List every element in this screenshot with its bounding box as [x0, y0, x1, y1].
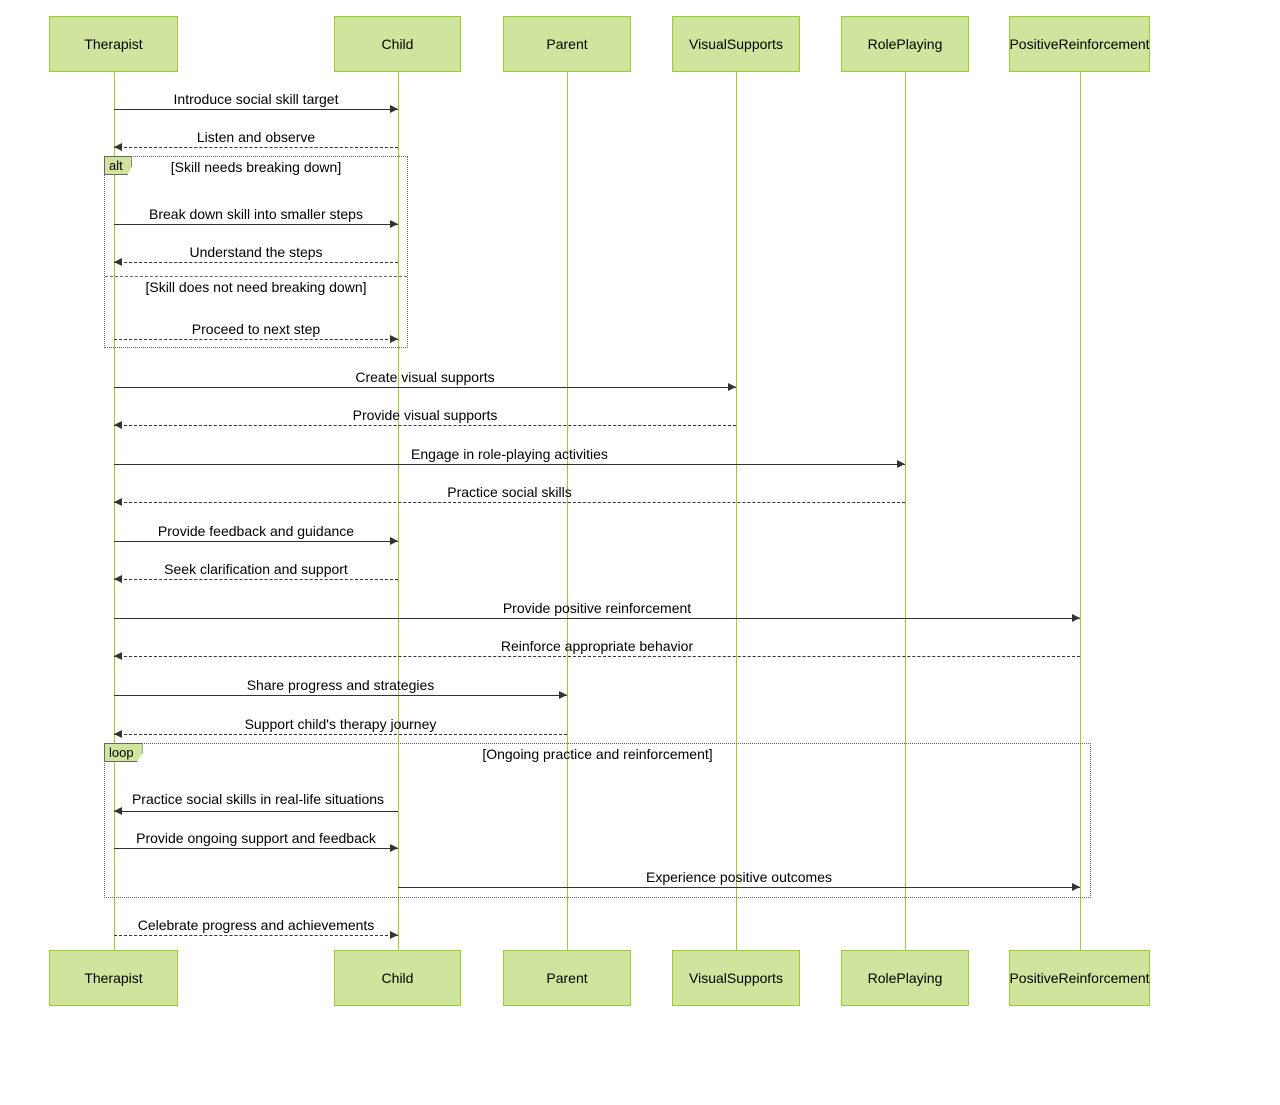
message-label: Share progress and strategies — [114, 677, 567, 693]
message-label: Provide positive reinforcement — [114, 600, 1080, 616]
actor-box-parent: Parent — [503, 16, 631, 72]
message-label: Proceed to next step — [114, 321, 398, 337]
actor-box-child: Child — [334, 16, 461, 72]
message-arrow — [114, 109, 398, 110]
arrowhead-icon — [114, 730, 122, 738]
message-arrow — [114, 502, 905, 503]
fragment-condition: [Skill needs breaking down] — [105, 159, 407, 175]
message-label: Provide feedback and guidance — [114, 523, 398, 539]
message-arrow — [114, 811, 398, 812]
message-label: Support child's therapy journey — [114, 716, 567, 732]
arrowhead-icon — [897, 460, 905, 468]
message-label: Listen and observe — [114, 129, 398, 145]
message-label: Experience positive outcomes — [398, 869, 1080, 885]
arrowhead-icon — [390, 931, 398, 939]
message-arrow — [114, 695, 567, 696]
message-arrow — [114, 541, 398, 542]
actor-box-positivereinforcement: PositiveReinforcement — [1009, 16, 1150, 72]
message-arrow — [114, 339, 398, 340]
arrowhead-icon — [114, 258, 122, 266]
message-arrow — [114, 147, 398, 148]
actor-box-positivereinforcement: PositiveReinforcement — [1009, 950, 1150, 1006]
fragment-condition: [Skill does not need breaking down] — [105, 279, 407, 295]
message-label: Practice social skills in real-life situ… — [118, 791, 398, 807]
message-arrow — [114, 224, 398, 225]
message-arrow — [114, 262, 398, 263]
message-arrow — [398, 887, 1080, 888]
message-arrow — [114, 935, 398, 936]
message-label: Celebrate progress and achievements — [114, 917, 398, 933]
arrowhead-icon — [390, 105, 398, 113]
actor-box-roleplaying: RolePlaying — [841, 16, 969, 72]
arrowhead-icon — [114, 652, 122, 660]
message-arrow — [114, 579, 398, 580]
message-arrow — [114, 387, 736, 388]
message-arrow — [114, 656, 1080, 657]
message-arrow — [114, 464, 905, 465]
message-label: Provide visual supports — [114, 407, 736, 423]
message-label: Break down skill into smaller steps — [114, 206, 398, 222]
arrowhead-icon — [390, 335, 398, 343]
arrowhead-icon — [728, 383, 736, 391]
message-arrow — [114, 848, 398, 849]
message-label: Introduce social skill target — [114, 91, 398, 107]
actor-box-therapist: Therapist — [49, 950, 178, 1006]
message-arrow — [114, 734, 567, 735]
arrowhead-icon — [114, 575, 122, 583]
message-arrow — [114, 618, 1080, 619]
arrowhead-icon — [559, 691, 567, 699]
actor-box-child: Child — [334, 950, 461, 1006]
arrowhead-icon — [1072, 614, 1080, 622]
actor-box-visualsupports: VisualSupports — [672, 16, 800, 72]
message-label: Seek clarification and support — [114, 561, 398, 577]
arrowhead-icon — [114, 421, 122, 429]
message-label: Engage in role-playing activities — [114, 446, 905, 462]
actor-box-parent: Parent — [503, 950, 631, 1006]
arrowhead-icon — [390, 537, 398, 545]
message-label: Practice social skills — [114, 484, 905, 500]
arrowhead-icon — [1072, 883, 1080, 891]
sequence-diagram: Therapist Child Parent VisualSupports RolePl… — [8, 8, 1280, 1097]
actor-box-therapist: Therapist — [49, 16, 178, 72]
fragment-divider — [105, 276, 407, 277]
fragment-condition: [Ongoing practice and reinforcement] — [105, 746, 1090, 762]
arrowhead-icon — [114, 498, 122, 506]
actor-box-visualsupports: VisualSupports — [672, 950, 800, 1006]
message-arrow — [114, 425, 736, 426]
message-label: Understand the steps — [114, 244, 398, 260]
arrowhead-icon — [390, 844, 398, 852]
actor-box-roleplaying: RolePlaying — [841, 950, 969, 1006]
message-label: Reinforce appropriate behavior — [114, 638, 1080, 654]
arrowhead-icon — [390, 220, 398, 228]
arrowhead-icon — [114, 143, 122, 151]
message-label: Provide ongoing support and feedback — [114, 830, 398, 846]
message-label: Create visual supports — [114, 369, 736, 385]
